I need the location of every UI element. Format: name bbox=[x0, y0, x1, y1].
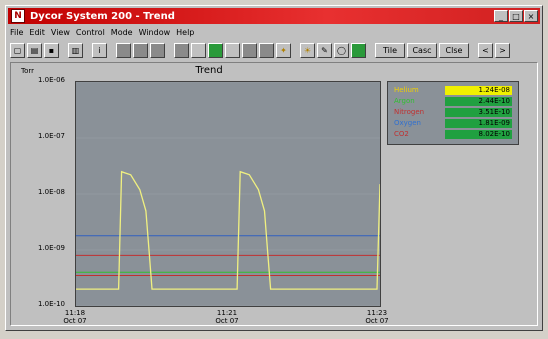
legend-value: 3.51E-10 bbox=[445, 108, 512, 117]
legend-name: CO2 bbox=[394, 130, 409, 138]
pen-icon[interactable]: ✎ bbox=[317, 42, 332, 58]
table-2-icon[interactable] bbox=[191, 42, 206, 58]
info-icon[interactable]: i bbox=[92, 42, 107, 58]
legend-value: 1.24E-08 bbox=[445, 86, 512, 95]
x-tick-date: Oct 07 bbox=[365, 317, 389, 325]
back-button[interactable]: < bbox=[478, 42, 493, 58]
cascade-button[interactable]: Casc bbox=[407, 42, 437, 58]
x-tick-date: Oct 07 bbox=[63, 317, 87, 325]
legend-row-oxygen[interactable]: Oxygen 1.81E-09 bbox=[392, 119, 512, 128]
chart-1-icon[interactable] bbox=[208, 42, 223, 58]
new-document-icon[interactable]: ▢ bbox=[10, 42, 25, 58]
trend-window: N Dycor System 200 - Trend _ □ × File Ed… bbox=[5, 5, 543, 331]
toolbar: ▢ ▤ ▪ ▥ i ✦ ☀ ✎ ◯ Tile Casc Clse < > bbox=[10, 41, 538, 59]
y-axis-unit: Torr bbox=[21, 67, 35, 75]
x-tick-time: 11:21 bbox=[216, 309, 238, 317]
legend-panel: Helium 1.24E-08 Argon 2.44E-10 Nitrogen … bbox=[387, 81, 519, 145]
menu-edit[interactable]: Edit bbox=[29, 27, 45, 37]
legend-name: Argon bbox=[394, 97, 415, 105]
x-tick-label: 11:21 Oct 07 bbox=[207, 309, 247, 325]
title-bar[interactable]: N Dycor System 200 - Trend _ □ × bbox=[8, 8, 540, 24]
window-title: Dycor System 200 - Trend bbox=[30, 10, 175, 22]
bulb-icon[interactable]: ✦ bbox=[276, 42, 291, 58]
print-icon[interactable]: ▥ bbox=[68, 42, 83, 58]
menu-file[interactable]: File bbox=[10, 27, 24, 37]
lightbulb-icon[interactable]: ☀ bbox=[300, 42, 315, 58]
trend-panel: Trend Torr 1.0E-06 1.0E-07 1.0E-08 1.0E-… bbox=[10, 62, 538, 326]
series-line-helium bbox=[76, 170, 381, 290]
legend-value: 1.81E-09 bbox=[445, 119, 512, 128]
chart-title: Trend bbox=[195, 65, 223, 76]
grid-view-3-icon[interactable] bbox=[150, 42, 165, 58]
maximize-button[interactable]: □ bbox=[509, 10, 523, 22]
legend-value: 2.44E-10 bbox=[445, 97, 512, 106]
y-tick-label: 1.0E-08 bbox=[38, 188, 65, 196]
chart-4-icon[interactable] bbox=[259, 42, 274, 58]
grid-view-2-icon[interactable] bbox=[133, 42, 148, 58]
legend-row-nitrogen[interactable]: Nitrogen 3.51E-10 bbox=[392, 108, 512, 117]
open-icon[interactable]: ▤ bbox=[27, 42, 42, 58]
save-icon[interactable]: ▪ bbox=[44, 42, 59, 58]
x-tick-label: 11:23 Oct 07 bbox=[357, 309, 397, 325]
tile-button[interactable]: Tile bbox=[375, 42, 405, 58]
menu-control[interactable]: Control bbox=[75, 27, 105, 37]
trend-plot bbox=[76, 81, 381, 307]
close-all-button[interactable]: Clse bbox=[439, 42, 469, 58]
minimize-button[interactable]: _ bbox=[494, 10, 508, 22]
menu-help[interactable]: Help bbox=[176, 27, 195, 37]
grid-view-1-icon[interactable] bbox=[116, 42, 131, 58]
x-tick-time: 11:23 bbox=[366, 309, 388, 317]
legend-row-helium[interactable]: Helium 1.24E-08 bbox=[392, 86, 512, 95]
menu-mode[interactable]: Mode bbox=[110, 27, 133, 37]
menu-bar: File Edit View Control Mode Window Help bbox=[10, 26, 538, 38]
green-status-icon[interactable] bbox=[351, 42, 366, 58]
chart-3-icon[interactable] bbox=[242, 42, 257, 58]
menu-view[interactable]: View bbox=[50, 27, 70, 37]
app-icon[interactable]: N bbox=[11, 9, 25, 23]
x-tick-time: 11:18 bbox=[64, 309, 86, 317]
legend-value: 8.02E-10 bbox=[445, 130, 512, 139]
close-button[interactable]: × bbox=[524, 10, 538, 22]
x-tick-date: Oct 07 bbox=[215, 317, 239, 325]
y-tick-label: 1.0E-06 bbox=[38, 76, 65, 84]
y-tick-label: 1.0E-10 bbox=[38, 300, 65, 308]
bell-icon[interactable]: ◯ bbox=[334, 42, 349, 58]
forward-button[interactable]: > bbox=[495, 42, 510, 58]
table-1-icon[interactable] bbox=[174, 42, 189, 58]
y-tick-label: 1.0E-07 bbox=[38, 132, 65, 140]
legend-name: Helium bbox=[394, 86, 419, 94]
legend-name: Nitrogen bbox=[394, 108, 425, 116]
chart-2-icon[interactable] bbox=[225, 42, 240, 58]
legend-name: Oxygen bbox=[394, 119, 421, 127]
x-tick-label: 11:18 Oct 07 bbox=[55, 309, 95, 325]
y-tick-label: 1.0E-09 bbox=[38, 244, 65, 252]
menu-window[interactable]: Window bbox=[138, 27, 171, 37]
plot-area[interactable] bbox=[75, 81, 381, 307]
legend-row-argon[interactable]: Argon 2.44E-10 bbox=[392, 97, 512, 106]
legend-row-co2[interactable]: CO2 8.02E-10 bbox=[392, 130, 512, 139]
